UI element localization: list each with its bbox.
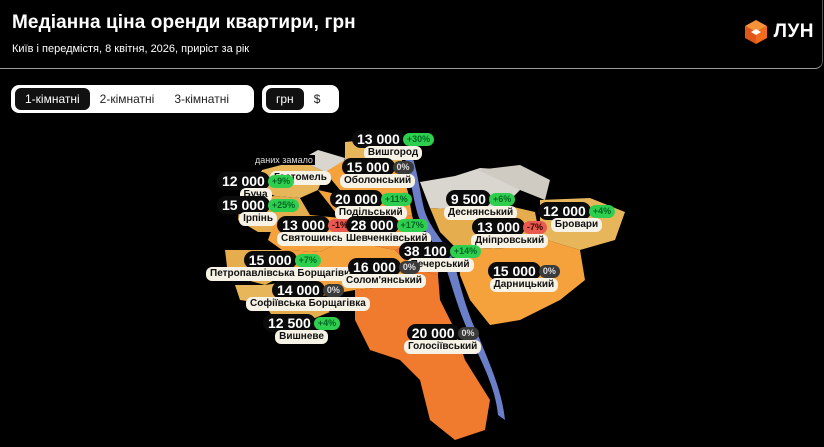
district-price: 15 000: [243, 251, 297, 269]
district-price: 15 000: [217, 196, 270, 214]
district-value-row: 13 000 -7%: [472, 218, 547, 236]
district-name: Деснянський: [444, 206, 518, 220]
district-name: Ірпінь: [239, 212, 277, 226]
district-price: 20 000: [330, 190, 383, 208]
map-area-holosiivskyi[interactable]: [355, 268, 490, 440]
district-change-badge: +9%: [267, 174, 295, 188]
district-label[interactable]: 15 000 +25% Ірпінь: [217, 196, 300, 226]
district-change-badge: 0%: [398, 260, 420, 274]
brand-logo[interactable]: ЛУН: [744, 19, 814, 45]
district-change-badge: +14%: [449, 244, 482, 258]
district-value-row: 13 000 -1%: [277, 216, 353, 234]
district-value-row: 14 000 0%: [271, 281, 344, 299]
district-value-row: 12 000 +4%: [538, 202, 616, 220]
district-name: Солом'янський: [342, 274, 426, 288]
logo-text: ЛУН: [773, 21, 814, 42]
tab-3-room[interactable]: 3-кімнатні: [174, 92, 230, 106]
district-price: 12 000: [538, 202, 591, 220]
district-label[interactable]: 14 000 0% Софіївська Борщагівка: [246, 281, 370, 311]
district-price: 13 000: [352, 130, 405, 148]
district-name: Дарницький: [489, 278, 559, 292]
district-name: Оболонський: [340, 174, 416, 188]
district-change-badge: 0%: [392, 160, 414, 174]
header-bar: Медіанна ціна оренди квартири, грн Київ …: [0, 0, 823, 69]
tab-currency-usd[interactable]: $: [313, 92, 321, 106]
district-value-row: 15 000 +7%: [243, 251, 321, 269]
district-value-row: 38 100 +14%: [399, 242, 482, 260]
district-change-badge: +17%: [396, 218, 428, 232]
district-price: 28 000: [345, 216, 399, 234]
district-change-badge: +6%: [488, 192, 516, 206]
district-name: Святошинськ: [277, 232, 353, 246]
district-value-row: 12 500 +4%: [263, 314, 341, 332]
district-change-badge: +7%: [294, 253, 321, 267]
district-label[interactable]: 9 500 +6% Деснянський: [444, 190, 518, 220]
district-change-badge: -7%: [522, 220, 547, 234]
district-value-row: 15 000 +25%: [217, 196, 300, 214]
district-name: Голосіївський: [404, 340, 482, 354]
district-label[interactable]: 20 000 0% Голосіївський: [404, 324, 482, 354]
district-price: 14 000: [271, 281, 325, 299]
page-title: Медіанна ціна оренди квартири, грн: [12, 12, 356, 33]
district-label[interactable]: 15 000 +7% Петропавлівська Борщагівка: [206, 251, 359, 281]
tab-2-room[interactable]: 2-кімнатні: [99, 92, 155, 106]
district-price: 15 000: [341, 158, 395, 176]
district-name: Бровари: [550, 218, 603, 232]
district-label[interactable]: 12 000 +4% Бровари: [538, 202, 616, 232]
district-value-row: 20 000 +11%: [330, 190, 412, 208]
district-change-badge: 0%: [457, 326, 479, 340]
district-name: Софіївська Борщагівка: [246, 297, 370, 311]
district-price: 12 000: [217, 172, 270, 190]
district-change-badge: +30%: [402, 132, 435, 146]
map-area-desna-nodata: [478, 165, 550, 200]
district-price: 38 100: [399, 242, 452, 260]
district-label[interactable]: 13 000 -1% Святошинськ: [277, 216, 353, 246]
district-value-row: 28 000 +17%: [345, 216, 428, 234]
orange-cube-icon: [744, 20, 767, 44]
district-price: 16 000: [348, 258, 401, 276]
district-change-badge: +11%: [380, 192, 412, 206]
district-value-row: 20 000 0%: [406, 324, 479, 342]
district-name: Петропавлівська Борщагівка: [206, 267, 359, 281]
district-price: 12 500: [263, 314, 316, 332]
dnipro-river: [402, 150, 505, 420]
district-price: 20 000: [406, 324, 460, 342]
currency-selector: грн $: [262, 85, 339, 113]
district-label[interactable]: 16 000 0% Солом'янський: [342, 258, 426, 288]
district-value-row: 16 000 0%: [348, 258, 420, 276]
district-name: Дніпровський: [471, 234, 549, 248]
district-change-badge: +4%: [313, 316, 341, 330]
district-price: 9 500: [445, 190, 491, 208]
district-change-badge: 0%: [538, 264, 560, 278]
district-price: 13 000: [472, 218, 525, 236]
district-name: Печерський: [406, 258, 474, 272]
district-value-row: 9 500 +6%: [445, 190, 516, 208]
district-label[interactable]: 15 000 0% Оболонський: [340, 158, 416, 188]
district-value-row: 15 000 0%: [341, 158, 414, 176]
district-name: Вишгород: [363, 146, 423, 160]
room-type-selector: 1-кімнатні 2-кімнатні 3-кімнатні: [11, 85, 254, 113]
district-value-row: 13 000 +30%: [352, 130, 435, 148]
tab-currency-uah[interactable]: грн: [266, 88, 304, 110]
district-label[interactable]: 13 000 -7% Дніпровський: [471, 218, 549, 248]
page-subtitle: Київ і передмістя, 8 квітня, 2026, прирі…: [12, 43, 250, 55]
tab-1-room[interactable]: 1-кімнатні: [15, 88, 90, 110]
district-price: 15 000: [488, 262, 541, 280]
district-change-badge: +25%: [267, 198, 300, 212]
no-data-note: даних замало: [253, 155, 315, 165]
district-label[interactable]: 38 100 +14% Печерський: [399, 242, 482, 272]
district-value-row: 12 000 +9%: [217, 172, 295, 190]
district-price: 13 000: [277, 216, 330, 234]
district-name: Вишневе: [275, 330, 328, 344]
district-label[interactable]: 13 000 +30% Вишгород: [352, 130, 435, 160]
district-label[interactable]: 15 000 0% Дарницький: [488, 262, 560, 292]
district-change-badge: 0%: [322, 283, 344, 297]
district-value-row: 15 000 0%: [488, 262, 560, 280]
district-change-badge: +4%: [588, 204, 616, 218]
district-label[interactable]: 12 500 +4% Вишневе: [263, 314, 341, 344]
